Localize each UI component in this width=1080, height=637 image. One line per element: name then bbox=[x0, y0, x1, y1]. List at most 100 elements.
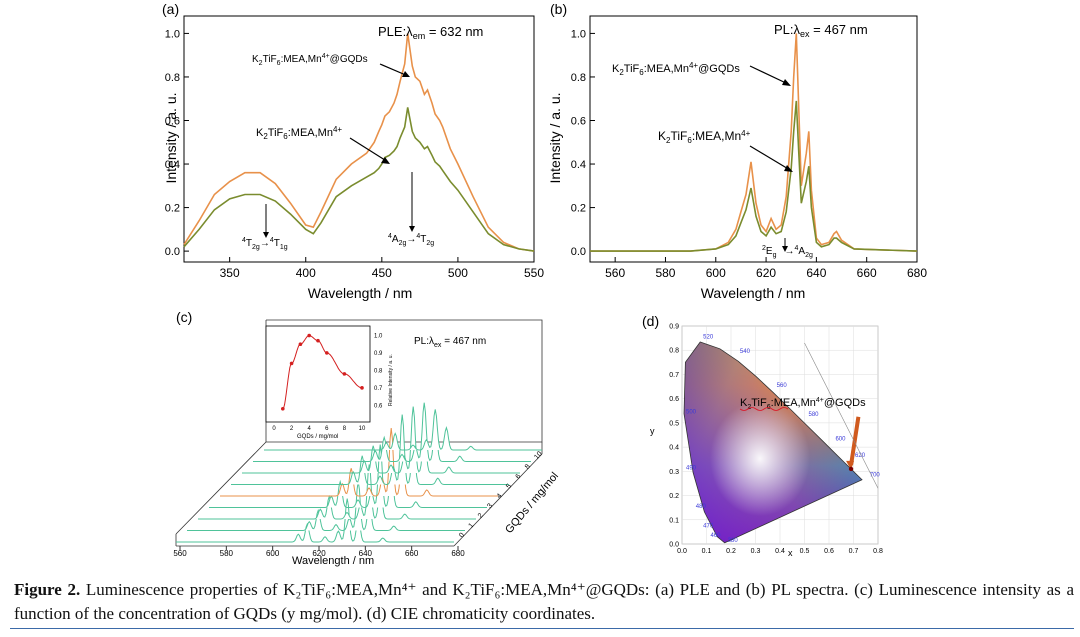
cie-wavelength-label: 460 bbox=[711, 533, 722, 539]
series-group-a bbox=[183, 33, 535, 252]
figure-label: Figure 2. bbox=[14, 580, 81, 599]
y-tick-label-a: 0.0 bbox=[165, 246, 180, 258]
annotation-underline bbox=[739, 407, 789, 411]
legend-plain-b: K2TiF6:MEA,Mn4+ bbox=[658, 129, 751, 145]
cie-x-label: x bbox=[788, 548, 793, 558]
caption-rule bbox=[10, 628, 1074, 629]
arrow-gqds-a bbox=[379, 63, 409, 77]
box-edge-left-top bbox=[175, 441, 267, 535]
inset-point bbox=[307, 333, 311, 338]
inset-x-tick-label: 10 bbox=[359, 426, 366, 432]
x-tick-label-b: 560 bbox=[605, 266, 625, 280]
x-tick-label-a: 350 bbox=[220, 266, 240, 280]
inset-point bbox=[325, 351, 329, 355]
series-line-b-gqds bbox=[590, 33, 918, 252]
cie-locus: 520 540 560 580 600 620 700 500 490 480 470 460 380 bbox=[683, 335, 881, 544]
cie-wavelength-label: 470 bbox=[703, 523, 714, 529]
inset-point bbox=[281, 406, 285, 411]
z-tick-label-c: 2 bbox=[477, 512, 485, 520]
panel-label-b: (b) bbox=[550, 1, 567, 17]
waterfall-line bbox=[198, 464, 476, 520]
cie-x-tick-label: 0.7 bbox=[849, 548, 859, 555]
chart-title-a: PLE:λem = 632 nm bbox=[378, 24, 483, 41]
arrow-gqds-b bbox=[749, 65, 789, 85]
z-tick-label-c: 1 bbox=[468, 522, 476, 530]
x-tick-label-b: 660 bbox=[857, 266, 877, 280]
cie-y-tick-label: 0.2 bbox=[669, 493, 679, 500]
x-tick-label-b: 680 bbox=[907, 266, 927, 280]
inset-y-tick-label: 0.8 bbox=[374, 368, 383, 374]
waterfall-line bbox=[264, 409, 542, 451]
x-tick-label-b: 600 bbox=[706, 266, 726, 280]
panel-label-c: (c) bbox=[176, 309, 192, 325]
y-axis-label-a: Intensity / a. u. bbox=[163, 92, 179, 183]
inset-line bbox=[282, 334, 363, 410]
box-edge-right bbox=[453, 453, 543, 547]
cie-wavelength-label: 580 bbox=[809, 412, 820, 418]
y-tick-label-a: 0.4 bbox=[165, 159, 180, 171]
legend-plain-a: K2TiF6:MEA,Mn4+ bbox=[256, 125, 342, 141]
inset-x-label: GQDs / mg/mol bbox=[297, 434, 338, 440]
inset-y-tick-label: 0.7 bbox=[374, 386, 383, 392]
transition-label-2: 4A2g→4T2g bbox=[388, 233, 434, 247]
cie-annotation: K2TiF6:MEA,Mn4+@GQDs bbox=[740, 397, 866, 411]
x-tick-label-c: 660 bbox=[405, 549, 419, 558]
cie-x-tick-label: 0.3 bbox=[751, 548, 761, 555]
z-tick-label-c: 8 bbox=[524, 463, 532, 471]
arrow-head-gqds-b bbox=[782, 79, 791, 86]
cie-data-point bbox=[848, 466, 854, 472]
cie-y-tick-label: 0.4 bbox=[669, 445, 679, 452]
arrow-head-plain-b bbox=[784, 165, 793, 172]
cie-locus-outline bbox=[683, 341, 863, 544]
inset-x-tick-label: 6 bbox=[325, 426, 329, 432]
inset-y-tick-label: 0.9 bbox=[374, 351, 383, 357]
y-tick-label-b: 1.0 bbox=[571, 28, 586, 40]
transition-label-b: 2Eg →4A2g bbox=[762, 245, 813, 259]
arrow-plain-a bbox=[349, 137, 389, 163]
inset-x-tick-label: 4 bbox=[308, 426, 312, 432]
z-tick-label-c: 5 bbox=[505, 483, 513, 491]
x-axis-label-c: Wavelength / nm bbox=[292, 555, 374, 567]
arrow-head-plain-a bbox=[381, 157, 390, 164]
z-tick-label-c: 3 bbox=[486, 502, 494, 510]
y-tick-label-b: 0.6 bbox=[571, 115, 586, 127]
y-tick-label-b: 0.2 bbox=[571, 203, 586, 215]
cie-y-tick-label: 0.6 bbox=[669, 396, 679, 403]
cie-y-tick-label: 0.7 bbox=[669, 372, 679, 379]
transition-arrowhead-b bbox=[782, 246, 788, 252]
cie-wavelength-label: 480 bbox=[696, 504, 707, 510]
inset-point bbox=[342, 372, 347, 376]
panel-c: (c) 560 580 600 620 640 660 680 0 1 2 3 4 5 6 8 10 PL:λ… bbox=[170, 306, 561, 568]
arrow-head-gqds-a bbox=[402, 71, 410, 77]
z-tick-label-c: 10 bbox=[533, 450, 543, 461]
cie-pointer-arrow bbox=[849, 416, 861, 466]
ple-chart: (a) 350 400 450 500 550 0.0 0.2 0.4 0.6 0.8 1.0 PL… bbox=[162, 1, 545, 301]
x-tick-label-c: 680 bbox=[451, 549, 465, 558]
transition-arrowhead-1 bbox=[263, 232, 269, 238]
axes-a: 350 400 450 500 550 0.0 0.2 0.4 0.6 0.8 1.0 bbox=[165, 28, 545, 280]
z-tick-label-c: 0 bbox=[458, 532, 466, 540]
waterfall-line bbox=[220, 428, 498, 497]
plot-frame-a bbox=[183, 15, 535, 263]
chart-title-c: PL:λex = 467 nm bbox=[414, 336, 486, 349]
series-group-b bbox=[590, 33, 918, 252]
y-tick-label-b: 0.0 bbox=[571, 246, 586, 258]
panel-b: (b) 560 580 600 620 640 660 680 0.0 0.2 0.4 0.6 0.8… bbox=[538, 0, 938, 310]
cie-x-tick-label: 0.5 bbox=[800, 548, 810, 555]
cie-y-tick-label: 0.3 bbox=[669, 469, 679, 476]
inset-x-tick-label: 8 bbox=[343, 426, 347, 432]
cie-y-tick-label: 0.5 bbox=[669, 420, 679, 427]
legend-gqds-a: K2TiF6:MEA,Mn4+@GQDs bbox=[252, 53, 368, 67]
cie-y-tick-label: 0.8 bbox=[669, 348, 679, 355]
inset-y-tick-label: 0.6 bbox=[374, 403, 383, 409]
cie-wavelength-label: 700 bbox=[870, 473, 881, 479]
z-tick-label-c: 4 bbox=[496, 493, 504, 501]
waterfall-line bbox=[209, 444, 487, 509]
inset-y-tick-label: 1.0 bbox=[374, 333, 383, 339]
cie-overlay bbox=[804, 342, 879, 489]
cie-diagonal-line bbox=[804, 342, 879, 489]
cie-x-tick-label: 0.1 bbox=[702, 548, 712, 555]
series-line-a-gqds bbox=[183, 33, 535, 252]
x-tick-label-c: 620 bbox=[312, 549, 326, 558]
